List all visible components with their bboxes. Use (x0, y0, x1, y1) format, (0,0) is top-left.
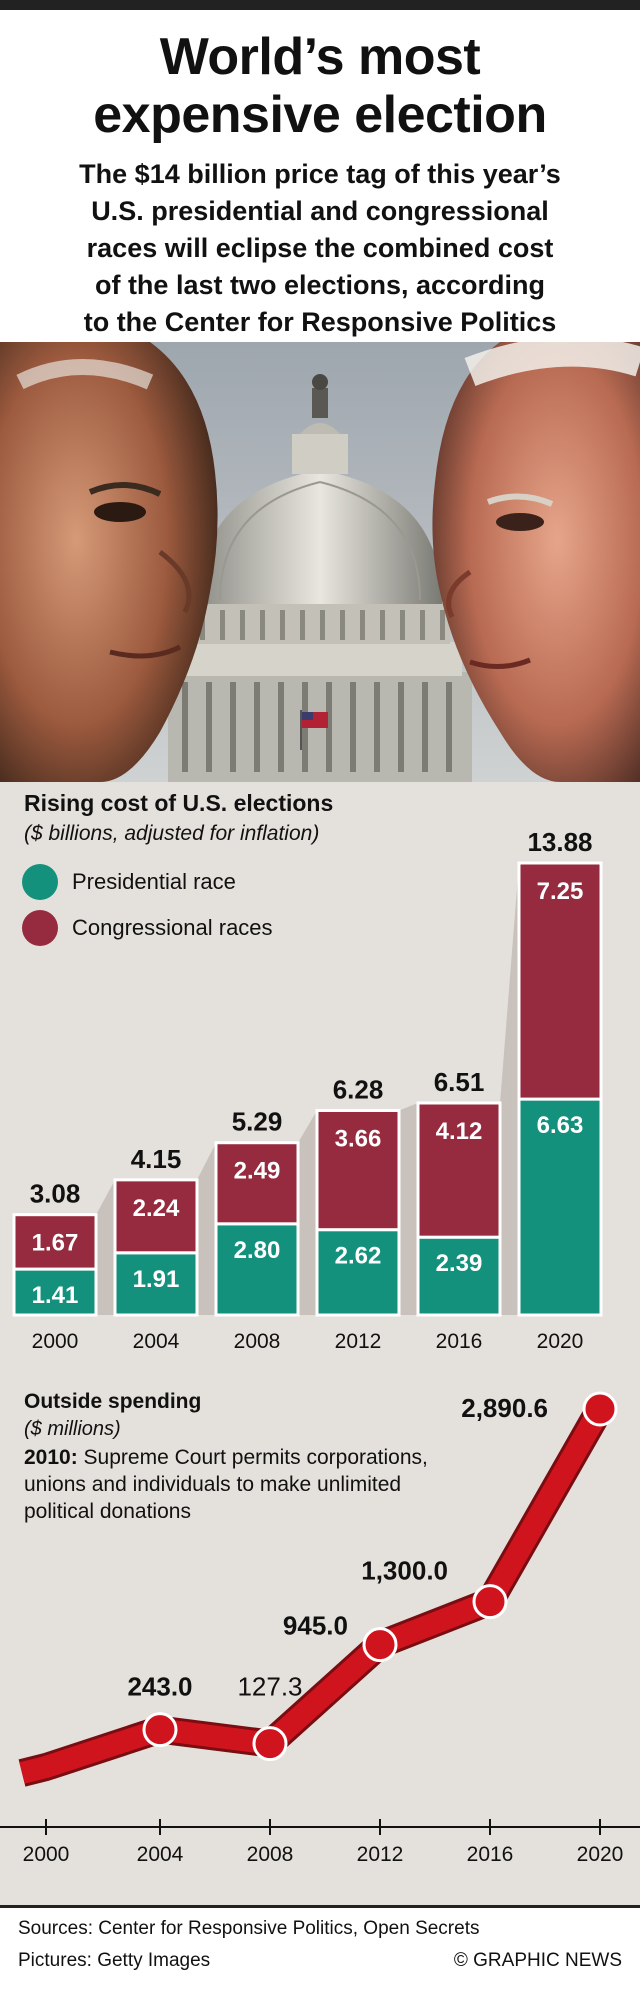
spending-point (472, 1584, 508, 1620)
bar-value-presidential: 1.91 (133, 1266, 180, 1293)
x-tick-label: 2016 (467, 1843, 514, 1866)
x-tick-label: 2008 (234, 1330, 281, 1353)
bar-value-congressional: 2.49 (234, 1158, 281, 1185)
bar-connector (96, 1179, 115, 1315)
subtitle: The $14 billion price tag of this year’s… (0, 156, 640, 341)
subtitle-line: races will eclipse the combined cost (86, 233, 554, 263)
header: World’s most expensive election The $14 … (0, 10, 640, 342)
legend-swatch-presidential (22, 864, 58, 900)
bar-congressional (517, 861, 603, 1101)
bar-chart-subtitle: ($ billions, adjusted for inflation) (24, 822, 320, 845)
title: World’s most expensive election (0, 28, 640, 144)
point-value-label: 243.0 (127, 1672, 192, 1702)
line-chart-note: 2010: Supreme Court permits corporations… (24, 1444, 464, 1525)
top-rule (0, 0, 640, 10)
spending-point (362, 1627, 398, 1663)
bar-value-congressional: 4.12 (436, 1118, 483, 1145)
bar-total-label: 5.29 (232, 1107, 283, 1137)
bar-total-label: 6.51 (434, 1067, 485, 1097)
bar-value-presidential: 2.39 (436, 1250, 483, 1277)
bar-presidential (113, 1251, 199, 1317)
line-chart-title: Outside spending (24, 1390, 202, 1413)
bar-presidential (214, 1222, 300, 1317)
bar-chart-title: Rising cost of U.S. elections (24, 790, 334, 816)
bar-total-label: 6.28 (333, 1074, 384, 1104)
bar-connector (500, 863, 519, 1315)
spending-line (19, 1403, 610, 1784)
spending-point (582, 1391, 618, 1427)
bar-value-presidential: 6.63 (537, 1112, 584, 1139)
x-tick-label: 2016 (436, 1330, 483, 1353)
subtitle-line: to the Center for Responsive Politics (83, 307, 557, 337)
bar-value-congressional: 3.66 (335, 1125, 382, 1152)
photo-illustration (0, 342, 640, 782)
bar-value-congressional: 2.24 (133, 1195, 180, 1222)
legend-label-congressional: Congressional races (72, 915, 273, 940)
bar-connector (298, 1110, 317, 1315)
x-tick-label: 2012 (335, 1330, 382, 1353)
bar-total-label: 3.08 (30, 1179, 81, 1209)
bar-congressional (214, 1141, 300, 1226)
point-value-label: 945.0 (283, 1611, 348, 1641)
bar-presidential (416, 1235, 502, 1317)
title-line-2: expensive election (93, 86, 547, 144)
footer-rule (0, 1905, 640, 1908)
spending-point (252, 1726, 288, 1762)
note-text: Supreme Court permits corporations, unio… (24, 1446, 428, 1523)
bar-connector (399, 1103, 418, 1315)
bar-value-presidential: 1.41 (32, 1282, 79, 1309)
point-value-label: 2,890.6 (461, 1393, 548, 1423)
footer: Sources: Center for Responsive Politics,… (0, 1908, 640, 1994)
bar-congressional (12, 1213, 98, 1271)
title-line-1: World’s most (159, 28, 481, 86)
face-right (432, 342, 640, 782)
bar-congressional (113, 1178, 199, 1255)
legend-label-presidential: Presidential race (72, 869, 236, 894)
capitol-dome (168, 374, 472, 782)
subtitle-line: of the last two elections, according (94, 270, 546, 300)
graphic-credit: © GRAPHIC NEWS (453, 1950, 622, 1971)
x-tick-label: 2004 (137, 1843, 184, 1866)
spending-point (142, 1712, 178, 1748)
x-tick-label: 2008 (247, 1843, 294, 1866)
x-tick-label: 2004 (133, 1330, 180, 1353)
x-tick-label: 2000 (23, 1843, 70, 1866)
capitol-faces-picture (0, 342, 640, 782)
x-tick-label: 2000 (32, 1330, 79, 1353)
subtitle-line: The $14 billion price tag of this year’s (79, 159, 561, 189)
line-chart: 2000 2004 243.0 2008 127.3 2012 945.0 2016 1,300… (0, 1391, 640, 1866)
legend-presidential: Presidential race (22, 864, 236, 900)
point-value-label: 127.3 (237, 1672, 302, 1702)
bar-value-congressional: 1.67 (32, 1230, 79, 1257)
x-tick-label: 2020 (577, 1843, 624, 1866)
bar-presidential (517, 1097, 603, 1317)
bar-total-label: 13.88 (527, 827, 592, 857)
sources: Sources: Center for Responsive Politics,… (18, 1918, 480, 1939)
subtitle-line: U.S. presidential and congressional (91, 196, 549, 226)
legend-congressional: Congressional races (22, 910, 273, 946)
bar-value-congressional: 7.25 (537, 878, 584, 905)
bar-presidential (12, 1267, 98, 1317)
x-tick-label: 2012 (357, 1843, 404, 1866)
face-left (0, 342, 218, 782)
point-value-label: 1,300.0 (361, 1556, 448, 1586)
note-year: 2010: (24, 1446, 78, 1469)
bar-congressional (416, 1101, 502, 1239)
bar-connector (197, 1142, 216, 1315)
bar-value-presidential: 2.80 (234, 1237, 281, 1264)
legend-swatch-congressional (22, 910, 58, 946)
bar-value-presidential: 2.62 (335, 1243, 382, 1270)
bar-congressional (315, 1108, 401, 1232)
x-tick-label: 2020 (537, 1330, 584, 1353)
line-chart-subtitle: ($ millions) (24, 1418, 121, 1440)
picture-credit: Pictures: Getty Images (18, 1950, 211, 1971)
bar-chart: 1.67 1.41 3.08 2000 2.24 1.91 4.15 2004 2.49 2.80… (12, 827, 603, 1353)
bar-total-label: 4.15 (131, 1144, 182, 1174)
